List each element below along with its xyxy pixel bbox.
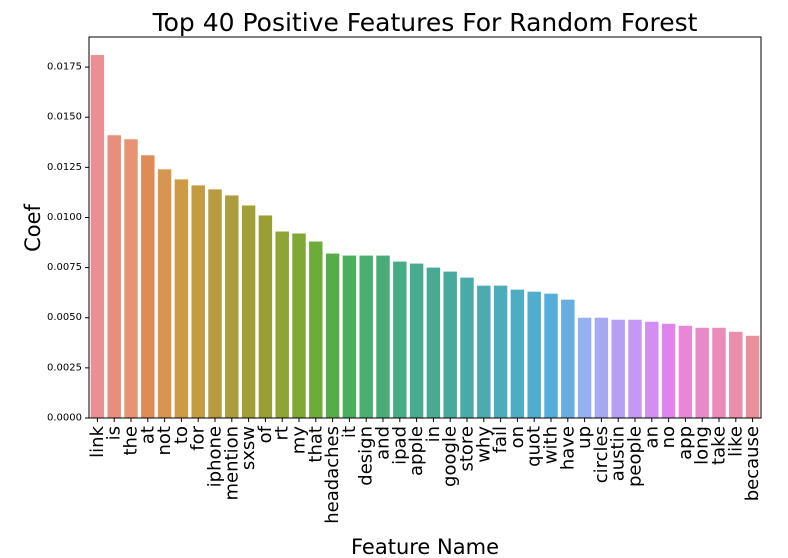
bars-group bbox=[90, 55, 760, 419]
y-tick-label: 0.0100 bbox=[47, 212, 82, 223]
x-tick-label: and bbox=[373, 426, 394, 460]
x-tick-label: fail bbox=[490, 426, 511, 453]
bar-my bbox=[292, 233, 306, 418]
x-tick-label: not bbox=[154, 426, 175, 455]
x-tick-label: the bbox=[121, 426, 142, 456]
bar-link bbox=[90, 55, 105, 419]
bar-at bbox=[141, 155, 155, 418]
x-tick-label: my bbox=[289, 426, 310, 455]
x-tick-label: like bbox=[725, 426, 746, 457]
bar-is bbox=[107, 135, 121, 419]
bar-an bbox=[645, 321, 659, 418]
x-tick-label: apple bbox=[406, 426, 427, 476]
bar-people bbox=[628, 319, 642, 418]
bar-why bbox=[477, 285, 491, 418]
x-tick-label: have bbox=[557, 426, 578, 470]
x-tick-label: at bbox=[137, 426, 158, 444]
bar-google bbox=[443, 271, 457, 418]
x-tick-label: because bbox=[742, 426, 763, 501]
x-tick-label: people bbox=[625, 426, 646, 487]
bar-mention bbox=[225, 195, 239, 418]
x-tick-label: circles bbox=[591, 426, 612, 483]
x-tick-label: store bbox=[457, 426, 478, 472]
bar-that bbox=[309, 241, 323, 418]
x-tick-label: of bbox=[255, 425, 276, 443]
x-tick-label: it bbox=[339, 426, 360, 438]
bar-quot bbox=[527, 291, 541, 418]
bar-for bbox=[191, 185, 205, 418]
bar-have bbox=[561, 299, 575, 418]
x-tick-label: long bbox=[692, 426, 713, 465]
y-tick-label: 0.0175 bbox=[47, 62, 82, 73]
bar-design bbox=[359, 255, 373, 418]
bar-headaches bbox=[325, 253, 340, 418]
bar-with bbox=[544, 293, 558, 418]
x-axis-label: Feature Name bbox=[351, 535, 499, 558]
bar-of bbox=[258, 215, 273, 418]
plot-frame bbox=[88, 36, 762, 419]
x-tick-label: up bbox=[574, 426, 595, 449]
bar-because bbox=[745, 335, 760, 418]
y-tick-label: 0.0000 bbox=[47, 413, 82, 424]
x-tick-label: sxsw bbox=[238, 426, 259, 470]
x-tick-label: with bbox=[541, 426, 562, 464]
bar-ipad bbox=[393, 261, 407, 418]
x-axis-ticks: linkistheatnottoforiphonementionsxswofrt… bbox=[87, 418, 763, 524]
y-tick-label: 0.0025 bbox=[47, 362, 82, 373]
x-tick-label: ipad bbox=[389, 426, 410, 465]
bar-it bbox=[342, 255, 357, 418]
x-tick-label: is bbox=[104, 426, 125, 440]
bar-up bbox=[577, 317, 592, 418]
x-tick-label: headaches bbox=[322, 426, 343, 524]
x-tick-label: mention bbox=[221, 426, 242, 501]
bar-sxsw bbox=[241, 205, 256, 418]
y-tick-label: 0.0150 bbox=[47, 112, 82, 123]
bar-apple bbox=[409, 263, 424, 418]
x-tick-label: on bbox=[507, 426, 528, 448]
y-axis-ticks: 0.0000 0.0025 0.0050 0.0075 0.0100 0.0125 0.01… bbox=[47, 62, 89, 424]
x-tick-label: quot bbox=[524, 426, 545, 467]
bar-store bbox=[460, 277, 474, 418]
bar-circles bbox=[594, 317, 609, 418]
x-tick-label: rt bbox=[272, 426, 293, 440]
bar-fail bbox=[493, 285, 508, 418]
x-tick-label: google bbox=[440, 426, 461, 487]
x-tick-label: to bbox=[171, 426, 192, 444]
x-tick-label: take bbox=[709, 426, 730, 465]
x-tick-label: design bbox=[356, 426, 377, 486]
bar-iphone bbox=[208, 189, 222, 418]
x-tick-label: in bbox=[423, 426, 444, 442]
x-tick-label: that bbox=[305, 426, 326, 463]
x-tick-label: why bbox=[473, 426, 494, 463]
y-tick-label: 0.0050 bbox=[47, 312, 82, 323]
x-tick-label: no bbox=[658, 426, 679, 448]
bar-app bbox=[678, 325, 693, 418]
x-tick-label: an bbox=[641, 426, 662, 448]
bar-no bbox=[661, 323, 676, 418]
bar-to bbox=[174, 179, 189, 418]
x-tick-label: link bbox=[87, 425, 108, 457]
bar-long bbox=[695, 327, 709, 418]
bar-take bbox=[712, 327, 726, 418]
bar-austin bbox=[611, 319, 625, 418]
x-tick-label: app bbox=[675, 426, 696, 460]
y-tick-label: 0.0075 bbox=[47, 262, 82, 273]
y-axis-label: Coef bbox=[21, 203, 45, 251]
bar-on bbox=[510, 289, 525, 418]
bar-not bbox=[157, 169, 172, 418]
y-tick-label: 0.0125 bbox=[47, 162, 82, 173]
bar-in bbox=[426, 267, 441, 418]
x-tick-label: for bbox=[188, 425, 209, 450]
x-tick-label: austin bbox=[608, 426, 629, 481]
bar-rt bbox=[275, 231, 289, 418]
chart-title: Top 40 Positive Features For Random Fore… bbox=[152, 8, 698, 37]
bar-the bbox=[124, 139, 138, 418]
bar-and bbox=[376, 255, 390, 418]
bar-like bbox=[729, 331, 743, 418]
x-tick-label: iphone bbox=[205, 426, 226, 487]
